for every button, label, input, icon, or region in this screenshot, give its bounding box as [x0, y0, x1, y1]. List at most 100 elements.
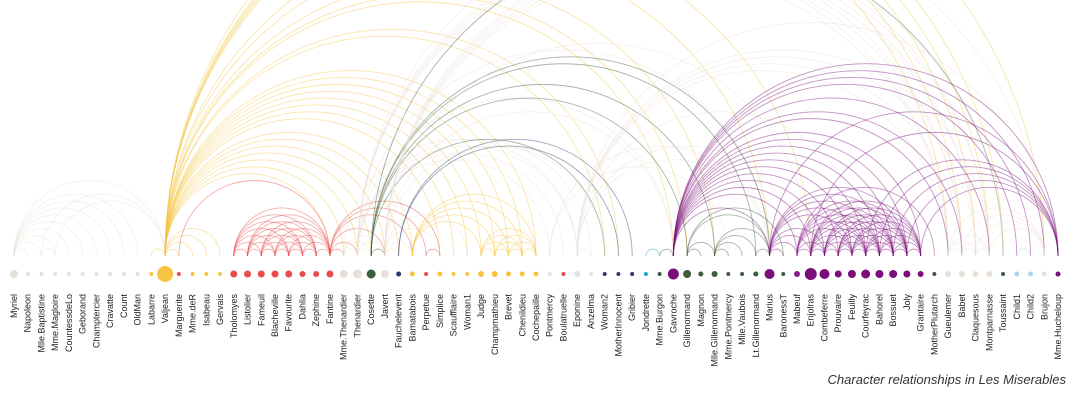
node-Valjean[interactable]: [157, 266, 174, 282]
node-MotherPlutarch[interactable]: [932, 272, 937, 276]
node-Zephine[interactable]: [313, 271, 320, 277]
node-Labarre[interactable]: [149, 272, 154, 276]
node-label-Babet: Babet: [957, 294, 967, 318]
node-Montparnasse[interactable]: [986, 271, 993, 277]
node-Prouvaire[interactable]: [834, 270, 842, 278]
arc-Fameuil-Favourite: [260, 241, 290, 257]
node-Cravatte[interactable]: [108, 272, 113, 276]
node-CountessdeLo[interactable]: [66, 272, 71, 276]
node-Fantine[interactable]: [326, 270, 334, 278]
node-Myriel[interactable]: [10, 270, 18, 278]
node-Chenildieu[interactable]: [519, 271, 525, 277]
node-Bahorel[interactable]: [875, 270, 884, 278]
node-Fauchelevent[interactable]: [396, 271, 402, 277]
arc-Eponine-Anzelma: [576, 248, 592, 257]
node-Judge[interactable]: [478, 271, 485, 277]
node-Eponine[interactable]: [574, 271, 581, 277]
node-Mlle.Vaubois[interactable]: [740, 272, 745, 276]
node-Mme.Thenardier[interactable]: [339, 270, 348, 278]
node-Gervais[interactable]: [218, 272, 223, 276]
node-Gavroche[interactable]: [667, 268, 679, 280]
node-Perpetue[interactable]: [424, 272, 429, 276]
node-Mlle.Gillenormand[interactable]: [711, 271, 718, 277]
node-BaronessT[interactable]: [781, 272, 786, 276]
node-Cosette[interactable]: [366, 269, 376, 279]
node-Grantaire[interactable]: [917, 271, 924, 277]
node-Napoleon[interactable]: [25, 272, 30, 276]
node-Bamatabois[interactable]: [409, 271, 415, 277]
node-Claquesous[interactable]: [972, 271, 979, 277]
node-Gillenormand[interactable]: [683, 270, 692, 278]
node-Toussaint[interactable]: [1001, 272, 1006, 276]
node-Fameuil[interactable]: [257, 270, 265, 278]
node-Thenardier[interactable]: [352, 269, 362, 279]
arc-Tholomyes-Dahlia: [233, 221, 303, 257]
node-Mme.Hucheloup[interactable]: [1055, 271, 1061, 277]
node-Brujon[interactable]: [1041, 271, 1047, 277]
node-Anzelma[interactable]: [588, 272, 593, 276]
arc-Valjean-Babet: [164, 0, 963, 257]
node-Favourite[interactable]: [285, 270, 293, 278]
node-Gribier[interactable]: [630, 272, 635, 276]
arc-Valjean-MotherInnocent: [164, 28, 619, 257]
node-label-Courfeyrac: Courfeyrac: [861, 294, 871, 339]
node-Joly[interactable]: [903, 270, 911, 278]
node-Count[interactable]: [121, 272, 126, 276]
node-MotherInnocent[interactable]: [616, 272, 621, 276]
node-Gueulemer[interactable]: [945, 271, 952, 277]
arc-Cosette-Woman2: [370, 138, 606, 257]
node-Lt.Gillenormand[interactable]: [753, 271, 759, 277]
node-Mme.Burgon[interactable]: [657, 272, 662, 276]
node-Boulatruelle[interactable]: [561, 272, 566, 276]
arc-Champmathieu-Chenildieu: [494, 241, 523, 257]
node-Brevet[interactable]: [506, 271, 512, 277]
node-label-Tholomyes: Tholomyes: [229, 294, 239, 339]
node-Scaufflaire[interactable]: [451, 272, 456, 276]
node-Enjolras[interactable]: [804, 268, 817, 280]
arc-Favourite-Dahlia: [288, 248, 303, 257]
node-Mme.deR[interactable]: [190, 272, 195, 276]
arc-Fantine-Thenardier: [329, 241, 358, 257]
arc-Gavroche-Child2: [672, 77, 1031, 257]
node-Blacheville[interactable]: [271, 270, 279, 278]
node-Champtercier[interactable]: [94, 272, 99, 276]
node-Child2[interactable]: [1028, 271, 1034, 277]
node-label-Listolier: Listolier: [243, 294, 253, 325]
node-label-Jondrette: Jondrette: [641, 294, 651, 332]
node-Woman1[interactable]: [465, 272, 470, 276]
node-Mabeuf[interactable]: [794, 271, 800, 277]
node-Marguerite[interactable]: [176, 272, 181, 276]
node-Mme.Magloire[interactable]: [53, 272, 58, 276]
node-Courfeyrac[interactable]: [861, 269, 871, 279]
node-Dahlia[interactable]: [299, 271, 306, 277]
node-Magnon[interactable]: [698, 271, 704, 277]
arc-Babet-Montparnasse: [961, 241, 990, 257]
node-Tholomyes[interactable]: [230, 270, 238, 278]
node-Feuilly[interactable]: [847, 270, 856, 278]
node-Marius[interactable]: [764, 269, 775, 279]
chart-caption: Character relationships in Les Miserable…: [827, 372, 1066, 387]
node-Geborand[interactable]: [80, 272, 85, 276]
node-Cochepaille[interactable]: [533, 271, 539, 277]
node-Mme.Pontmercy[interactable]: [726, 272, 731, 276]
node-Babet[interactable]: [958, 271, 965, 277]
node-Mlle.Baptistine[interactable]: [39, 272, 44, 276]
node-Child1[interactable]: [1014, 271, 1020, 277]
node-Listolier[interactable]: [244, 270, 252, 278]
arc-Enjolras-Combeferre: [810, 248, 825, 257]
arc-Marius-Feuilly: [769, 214, 853, 257]
node-Javert[interactable]: [380, 270, 389, 278]
node-Combeferre[interactable]: [819, 269, 830, 279]
node-Woman2[interactable]: [602, 272, 607, 276]
node-Champmathieu[interactable]: [491, 271, 498, 277]
node-OldMan[interactable]: [135, 272, 140, 276]
node-Isabeau[interactable]: [204, 272, 209, 276]
arc-Marius-Combeferre: [769, 228, 825, 257]
node-Jondrette[interactable]: [643, 272, 648, 276]
node-Simplice[interactable]: [437, 271, 443, 277]
node-Pontmercy[interactable]: [547, 272, 552, 276]
node-Bossuet[interactable]: [889, 270, 898, 278]
arc-Bamatabois-Champmathieu: [411, 214, 496, 257]
arc-Tholomyes-Listolier: [233, 248, 248, 257]
node-label-Cochepaille: Cochepaille: [531, 294, 541, 341]
